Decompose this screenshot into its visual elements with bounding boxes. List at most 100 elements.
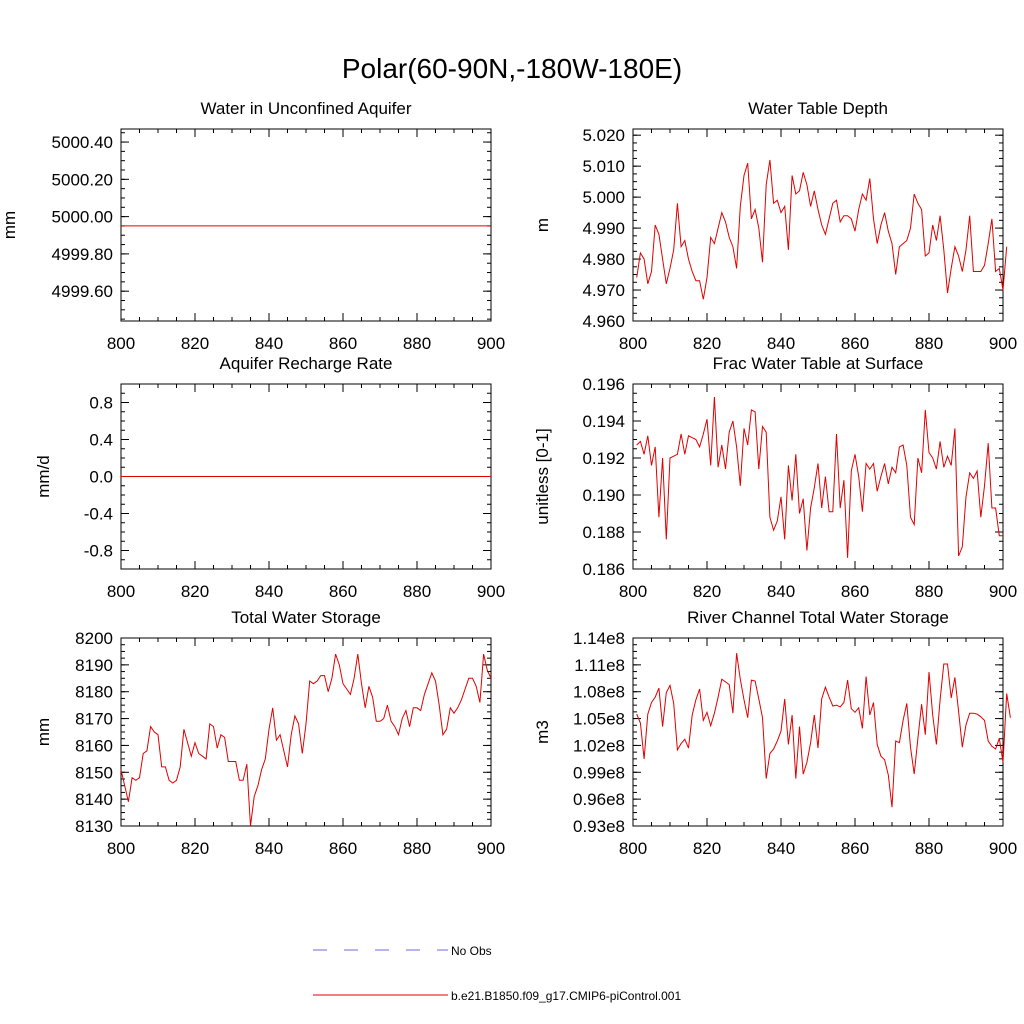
y-tick-label: 0.99e8 bbox=[573, 763, 625, 782]
y-tick-label: 4999.80 bbox=[52, 245, 113, 264]
x-tick-label: 840 bbox=[255, 839, 283, 858]
x-tick-label: 860 bbox=[329, 334, 357, 353]
x-tick-label: 900 bbox=[989, 582, 1017, 601]
y-axis-label: mm bbox=[0, 211, 19, 239]
x-tick-label: 840 bbox=[255, 334, 283, 353]
y-tick-label: 1.14e8 bbox=[573, 629, 625, 648]
chart-panel-1: 800 820 840 860 880 900 4999.60 4999.80 5000.00 5… bbox=[0, 99, 505, 353]
y-tick-label: 5000.40 bbox=[52, 133, 113, 152]
y-tick-label: 0.190 bbox=[582, 486, 625, 505]
x-tick-label: 800 bbox=[107, 582, 135, 601]
y-tick-label: 0.192 bbox=[582, 449, 625, 468]
x-tick-label: 880 bbox=[915, 582, 943, 601]
plot-frame bbox=[632, 383, 1004, 570]
x-tick-label: 860 bbox=[841, 839, 869, 858]
y-tick-label: 4.970 bbox=[582, 281, 625, 300]
legend: No Obs b.e21.B1850.f09_g17.CMIP6-piContr… bbox=[313, 944, 681, 1003]
x-tick-label: 860 bbox=[329, 582, 357, 601]
y-tick-label: 5.010 bbox=[582, 157, 625, 176]
x-tick-label: 880 bbox=[915, 334, 943, 353]
y-tick-label: 8150 bbox=[75, 763, 113, 782]
panels: 800 820 840 860 880 900 4999.60 4999.80 5000.00 5… bbox=[0, 99, 1017, 858]
x-tick-label: 800 bbox=[619, 839, 647, 858]
y-tick-label: 0.93e8 bbox=[573, 817, 625, 836]
plot-frame bbox=[120, 637, 492, 827]
y-tick-label: 4.960 bbox=[582, 312, 625, 331]
chart-panel-3: 800 820 840 860 880 900 -0.8 -0.4 0.0 0.4 0.8 Aquif… bbox=[34, 354, 505, 601]
x-tick-label: 820 bbox=[181, 334, 209, 353]
y-tick-label: 8140 bbox=[75, 790, 113, 809]
x-tick-label: 880 bbox=[403, 334, 431, 353]
y-tick-label: 0.8 bbox=[89, 394, 113, 413]
chart-title: Frac Water Table at Surface bbox=[713, 354, 924, 373]
x-tick-label: 880 bbox=[915, 839, 943, 858]
x-tick-label: 820 bbox=[693, 582, 721, 601]
x-tick-label: 840 bbox=[255, 582, 283, 601]
y-tick-label: 5.000 bbox=[582, 188, 625, 207]
x-tick-label: 860 bbox=[841, 582, 869, 601]
y-tick-label: 5.020 bbox=[582, 126, 625, 145]
y-tick-label: -0.4 bbox=[84, 505, 113, 524]
y-axis-label: mm/d bbox=[34, 455, 53, 498]
y-tick-label: 0.4 bbox=[89, 431, 113, 450]
y-tick-label: 0.188 bbox=[582, 523, 625, 542]
y-tick-label: 8200 bbox=[75, 629, 113, 648]
series-line-1 bbox=[120, 653, 492, 827]
x-tick-label: 820 bbox=[693, 334, 721, 353]
chart-panel-4: 800 820 840 860 880 900 0.186 0.188 0.190 0.192 0.… bbox=[533, 354, 1017, 601]
y-tick-label: 1.02e8 bbox=[573, 736, 625, 755]
chart-title: Total Water Storage bbox=[231, 608, 381, 627]
figure-title: Polar(60-90N,-180W-180E) bbox=[342, 53, 682, 84]
y-tick-label: 1.08e8 bbox=[573, 683, 625, 702]
y-tick-label: 5000.00 bbox=[52, 208, 113, 227]
y-tick-label: 0.96e8 bbox=[573, 790, 625, 809]
legend-label-no-obs: No Obs bbox=[451, 944, 492, 958]
x-tick-label: 860 bbox=[841, 334, 869, 353]
series-line-1 bbox=[636, 159, 1008, 300]
legend-item-no-obs: No Obs bbox=[313, 944, 492, 958]
x-tick-label: 900 bbox=[989, 334, 1017, 353]
chart-panel-5: 800 820 840 860 880 900 8130 8140 8150 8160 8170 81… bbox=[34, 608, 505, 858]
legend-item-model: b.e21.B1850.f09_g17.CMIP6-piControl.001 bbox=[313, 989, 681, 1003]
chart-title: River Channel Total Water Storage bbox=[687, 608, 949, 627]
x-tick-label: 800 bbox=[107, 334, 135, 353]
x-tick-label: 880 bbox=[403, 839, 431, 858]
legend-label-model: b.e21.B1850.f09_g17.CMIP6-piControl.001 bbox=[451, 989, 681, 1003]
x-tick-label: 800 bbox=[619, 334, 647, 353]
y-tick-label: 8170 bbox=[75, 710, 113, 729]
y-tick-label: 1.05e8 bbox=[573, 710, 625, 729]
x-tick-label: 840 bbox=[767, 839, 795, 858]
y-tick-label: 8130 bbox=[75, 817, 113, 836]
y-tick-label: 8190 bbox=[75, 656, 113, 675]
y-tick-label: 0.0 bbox=[89, 468, 113, 487]
y-tick-label: 4.990 bbox=[582, 219, 625, 238]
x-tick-label: 900 bbox=[477, 334, 505, 353]
x-tick-label: 820 bbox=[693, 839, 721, 858]
y-tick-label: -0.8 bbox=[84, 542, 113, 561]
x-tick-label: 860 bbox=[329, 839, 357, 858]
y-axis-label: unitless [0-1] bbox=[533, 428, 552, 524]
chart-title: Aquifer Recharge Rate bbox=[220, 354, 393, 373]
x-tick-label: 840 bbox=[767, 334, 795, 353]
y-tick-label: 0.194 bbox=[582, 412, 625, 431]
series-line-1 bbox=[636, 396, 1003, 558]
x-tick-label: 820 bbox=[181, 839, 209, 858]
y-tick-label: 5000.20 bbox=[52, 170, 113, 189]
y-axis-label: m3 bbox=[533, 720, 552, 744]
y-tick-label: 0.196 bbox=[582, 375, 625, 394]
x-tick-label: 840 bbox=[767, 582, 795, 601]
y-tick-label: 8160 bbox=[75, 736, 113, 755]
y-tick-label: 4.980 bbox=[582, 250, 625, 269]
y-tick-label: 4999.60 bbox=[52, 282, 113, 301]
chart-title: Water in Unconfined Aquifer bbox=[200, 99, 411, 118]
x-tick-label: 900 bbox=[989, 839, 1017, 858]
x-tick-label: 900 bbox=[477, 582, 505, 601]
plot-frame bbox=[120, 128, 492, 322]
chart-panel-2: 800 820 840 860 880 900 4.960 4.970 4.980 4.990 5.… bbox=[533, 99, 1017, 353]
y-tick-label: 8180 bbox=[75, 683, 113, 702]
x-tick-label: 900 bbox=[477, 839, 505, 858]
x-tick-label: 880 bbox=[403, 582, 431, 601]
series-line-1 bbox=[636, 653, 1011, 808]
x-tick-label: 800 bbox=[619, 582, 647, 601]
chart-panel-6: 800 820 840 860 880 900 0.93e8 0.96e8 0.99e8 1.02… bbox=[533, 608, 1017, 858]
